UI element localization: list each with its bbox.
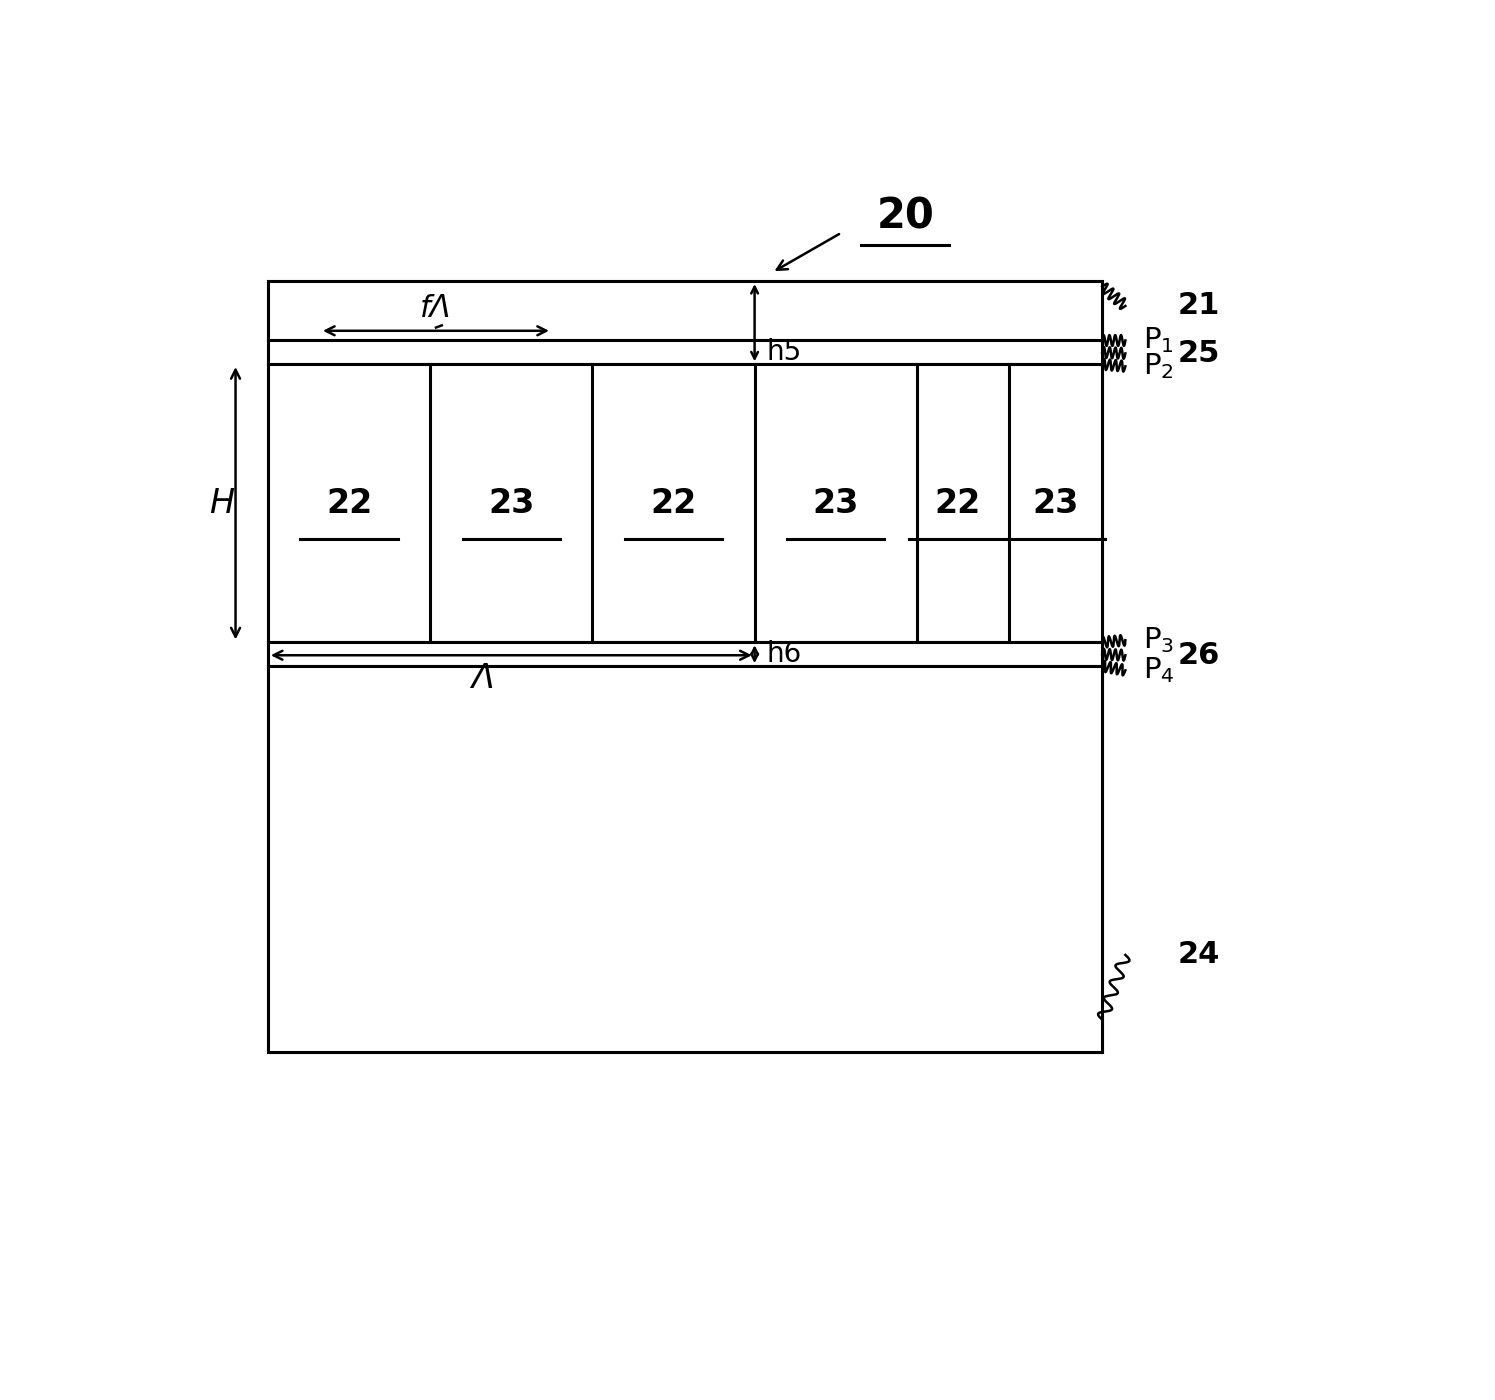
Bar <box>268 643 1102 666</box>
Text: 24: 24 <box>1178 941 1220 969</box>
Text: 23: 23 <box>812 487 860 519</box>
Text: h6: h6 <box>765 640 801 668</box>
Text: 26: 26 <box>1178 641 1220 669</box>
Text: P$_1$: P$_1$ <box>1142 326 1174 356</box>
Bar <box>268 666 1102 1051</box>
Text: fΛ: fΛ <box>420 294 451 322</box>
Text: 20: 20 <box>876 196 934 238</box>
Text: Λ: Λ <box>471 662 493 694</box>
Text: 25: 25 <box>1178 339 1220 368</box>
Text: P$_4$: P$_4$ <box>1142 655 1175 685</box>
Text: 22: 22 <box>326 487 372 519</box>
Bar <box>268 281 1102 1051</box>
Bar <box>268 281 1102 340</box>
Text: 22: 22 <box>934 487 981 519</box>
Text: H: H <box>209 487 235 519</box>
Bar <box>268 364 1102 643</box>
Bar <box>268 340 1102 364</box>
Text: 22: 22 <box>650 487 697 519</box>
Text: P$_2$: P$_2$ <box>1142 351 1174 381</box>
Text: h5: h5 <box>765 339 801 367</box>
Text: 21: 21 <box>1178 291 1220 321</box>
Text: 23: 23 <box>1033 487 1079 519</box>
Text: P$_3$: P$_3$ <box>1142 626 1174 655</box>
Text: 23: 23 <box>487 487 535 519</box>
